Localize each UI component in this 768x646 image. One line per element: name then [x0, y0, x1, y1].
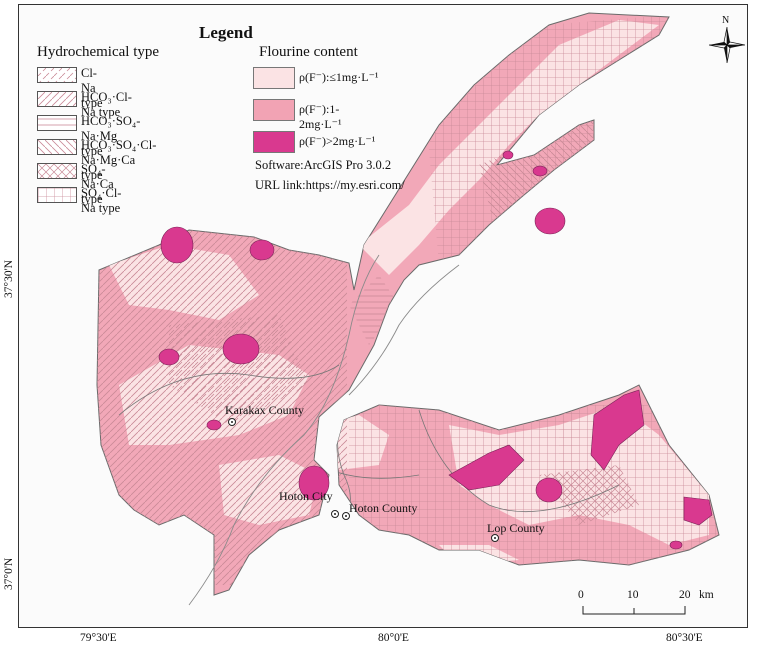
color-swatch [253, 131, 295, 153]
map-frame: Legend Hydrochemical type Flourine conte… [18, 4, 748, 628]
lat-label-37-0: 37°0'N [3, 557, 15, 590]
legend-label: HCO₃·SO₄·Cl-Na·Mg·Ca type [81, 138, 157, 182]
legend-label: SO₄-Na·Ca type [81, 162, 114, 206]
place-label-karakax: Karakax County [225, 403, 304, 417]
lon-label-79-30: 79°30'E [80, 632, 117, 644]
color-swatch [253, 67, 295, 89]
scale-tick-10: 10 [627, 589, 639, 601]
place-label-hoton-city: Hoton City [279, 489, 333, 503]
legend-label: ρ(F⁻):≤1mg·L⁻¹ [299, 70, 379, 84]
scale-tick-0: 0 [578, 589, 584, 601]
pattern-swatch [37, 163, 77, 179]
lat-label-37-30: 37°30'N [3, 260, 15, 298]
legend-label: Cl-Na type [81, 66, 103, 110]
legend-label: ρ(F⁻):1-2mg·L⁻¹ [299, 102, 342, 131]
legend-title: Legend [199, 23, 253, 42]
legend-label: ρ(F⁻)>2mg·L⁻¹ [299, 134, 376, 148]
pattern-swatch [37, 115, 77, 131]
north-arrow-icon: N [709, 15, 745, 63]
fluorine-legend-title: Flourine content [259, 44, 358, 60]
legend-label: HCO₃·Cl-Na type [81, 90, 132, 119]
legend-label: SO₄·Cl-Na type [81, 186, 122, 215]
scale-bar [581, 603, 689, 615]
high-fluorine-zones [158, 150, 713, 550]
place-label-hoton-county: Hoton County [349, 501, 418, 515]
legend-label: HCO₃·SO₄-Na·Mg type [81, 114, 141, 158]
pattern-swatch [37, 91, 77, 107]
hydro-legend-title: Hydrochemical type [37, 44, 160, 60]
scale-tick-20: 20 [679, 589, 691, 601]
map-canvas [96, 12, 720, 606]
pattern-swatch [37, 139, 77, 155]
hoton-city-marker [331, 510, 339, 518]
url-note: URL link:https://my.esri.com/ [255, 178, 405, 192]
pattern-swatch [37, 187, 77, 203]
karakax-county-marker [228, 418, 236, 426]
pattern-swatch [37, 67, 77, 83]
lop-county-marker [491, 534, 499, 542]
place-label-lop: Lop County [487, 521, 545, 535]
lon-label-80-30: 80°30'E [666, 632, 703, 644]
software-note: Software:ArcGIS Pro 3.0.2 [255, 158, 392, 172]
scale-unit: km [699, 589, 714, 601]
hoton-county-marker [342, 512, 350, 520]
color-swatch [253, 99, 295, 121]
north-label: N [722, 15, 730, 26]
lon-label-80-0: 80°0'E [378, 632, 409, 644]
